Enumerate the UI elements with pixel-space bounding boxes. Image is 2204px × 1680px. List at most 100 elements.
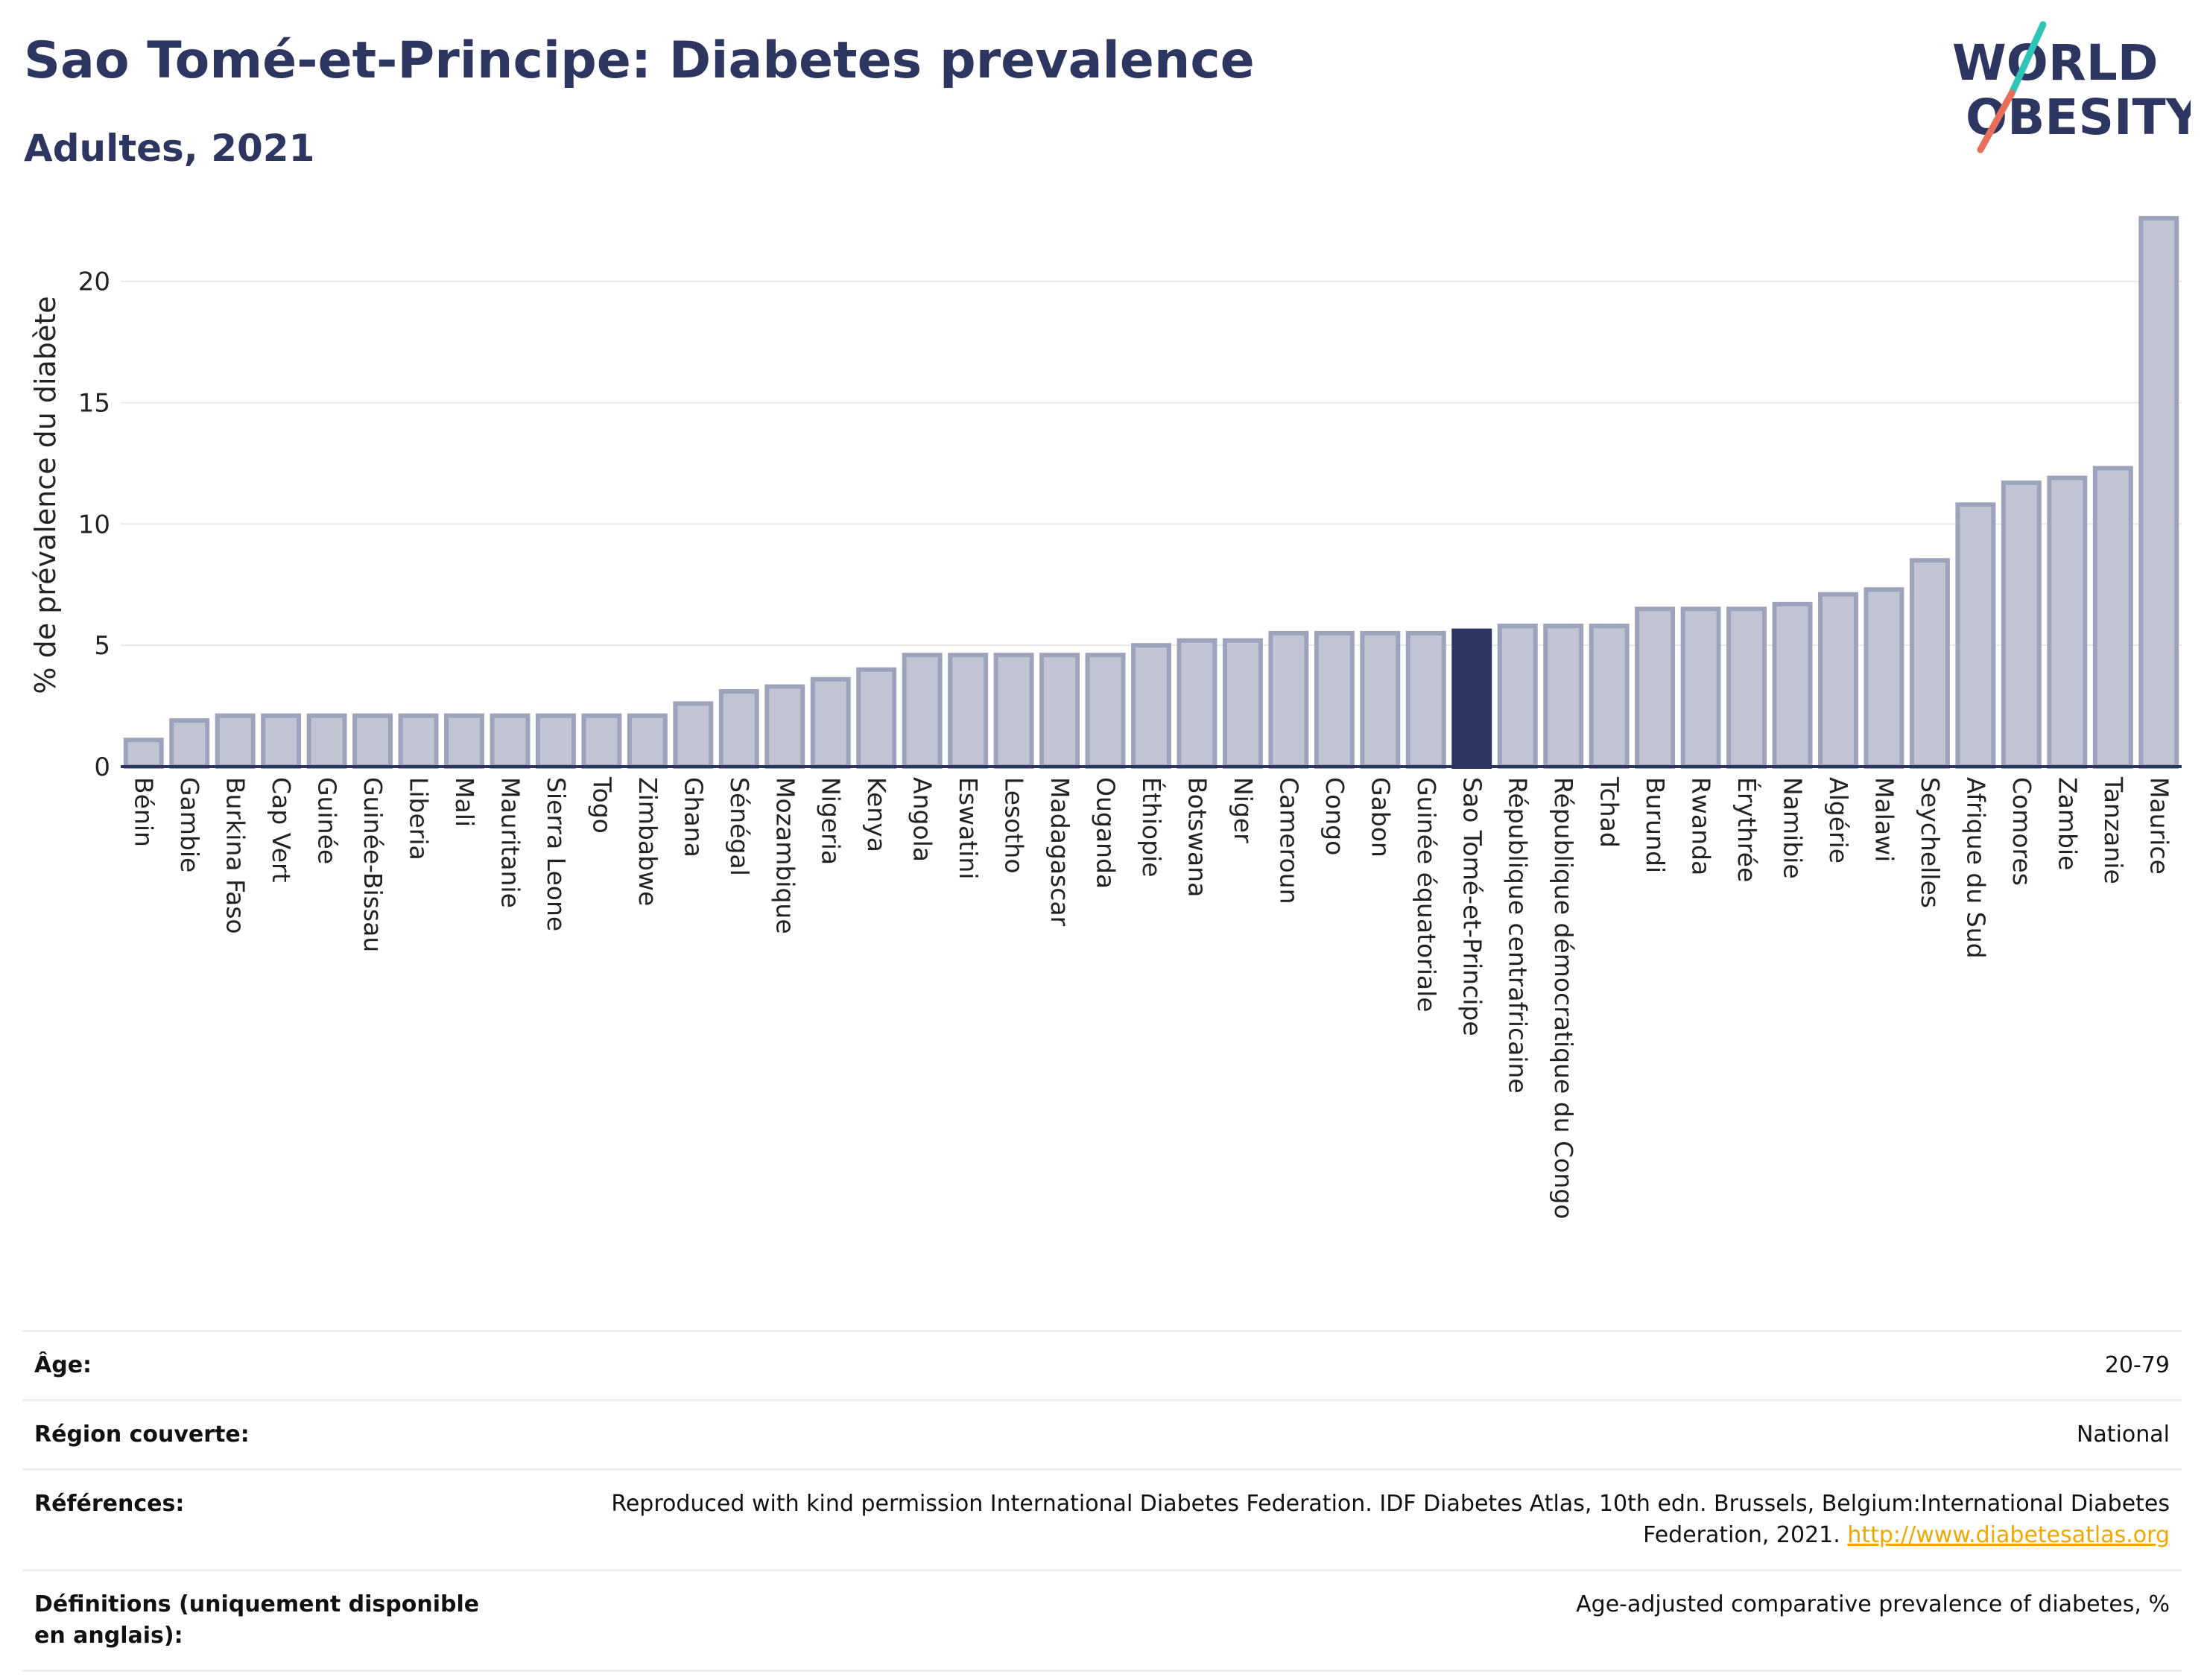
metadata-table: Âge: 20-79 Région couverte: National Réf… (22, 1330, 2182, 1672)
x-tick-label: République centrafricaine (1504, 777, 1533, 1094)
row-label-definitions: Définitions (uniquement disponible en an… (34, 1591, 480, 1649)
x-tick-label: Seychelles (1916, 777, 1945, 908)
x-tick-label: Niger (1229, 777, 1258, 843)
bar-ghana (673, 701, 714, 770)
x-tick-label: Zambie (2053, 777, 2082, 870)
bar-tanzanie (2092, 466, 2133, 769)
x-tick-label: Ghana (679, 777, 708, 858)
bar-togo (581, 713, 622, 769)
x-tick-label: Guinée-Bissau (358, 777, 387, 952)
bar-cap-vert (261, 713, 302, 769)
row-value-definitions: Age-adjusted comparative prevalence of d… (1576, 1591, 2170, 1617)
bar-sierra-leone (535, 713, 576, 769)
x-tick-label: Bénin (130, 777, 159, 847)
x-tick-label: Comores (2007, 777, 2036, 886)
bar-botswana (1177, 638, 1217, 770)
x-tick-label: Gabon (1366, 777, 1395, 858)
y-tick-label: 5 (94, 631, 110, 661)
bar-gambie (169, 718, 210, 770)
x-tick-label: Sierra Leone (542, 777, 571, 931)
bar-zambie (2047, 475, 2088, 770)
row-value-region: National (2076, 1421, 2170, 1448)
bar-seychelles (1909, 558, 1950, 770)
x-tick-label: Botswana (1182, 777, 1212, 897)
bar-mali (444, 713, 484, 769)
bar--thiopie (1131, 643, 1171, 769)
x-tick-label: Cap Vert (267, 777, 296, 883)
bar-burundi (1635, 606, 1676, 770)
x-tick-label: Mauritanie (495, 777, 525, 908)
bar-mauritanie (490, 713, 531, 769)
y-tick-label: 20 (78, 267, 110, 297)
bar-eswatini (948, 653, 989, 770)
x-tick-label: Ouganda (1092, 777, 1121, 889)
x-tick-label: Cameroun (1274, 777, 1303, 904)
x-tick-label: Érythrée (1732, 777, 1762, 882)
x-tick-label: Maurice (2144, 777, 2173, 875)
bar-guin-e-quatoriale (1405, 630, 1446, 769)
x-tick-label: Burkina Faso (221, 777, 250, 934)
x-tick-label: Guinée (313, 777, 342, 864)
bar-liberia (398, 713, 439, 769)
page-title: Sao Tomé-et-Principe: Diabetes prevalenc… (24, 31, 1255, 90)
bar-lesotho (993, 653, 1034, 770)
bar-rwanda (1680, 606, 1721, 770)
x-tick-label: Tanzanie (2099, 776, 2128, 884)
row-label-references: Références: (34, 1491, 185, 1517)
x-tick-label: Rwanda (1687, 777, 1716, 875)
bar-cameroun (1268, 630, 1309, 769)
x-tick-label: Éthiopie (1137, 777, 1167, 877)
logo-line-obesity: OBESITY (1966, 89, 2191, 146)
table-row: Région couverte: National (22, 1400, 2182, 1470)
bar-ouganda (1085, 653, 1126, 770)
bar-tchad (1589, 624, 1630, 770)
bar-namibie (1772, 601, 1813, 769)
bar-guin-e-bissau (352, 713, 393, 769)
bar--rythr-e (1726, 606, 1767, 770)
x-tick-label: Mali (450, 777, 479, 827)
logo-coral-stroke (1977, 89, 2015, 153)
bar-madagascar (1039, 653, 1080, 770)
x-tick-label: Angola (908, 777, 937, 862)
row-label-age: Âge: (34, 1352, 92, 1378)
row-value-references: Reproduced with kind permission Internat… (523, 1470, 2182, 1570)
y-tick-label: 15 (78, 389, 110, 419)
row-label-region: Région couverte: (34, 1421, 250, 1448)
x-tick-label: Lesotho (1000, 777, 1029, 874)
x-tick-label: Zimbabwe (633, 777, 662, 906)
x-tick-label: Kenya (862, 777, 891, 852)
bars (123, 216, 2179, 770)
bar-afrique-du-sud (1955, 502, 1996, 769)
x-tick-label: Burundi (1641, 777, 1670, 873)
logo-teal-stroke (2008, 21, 2047, 97)
y-axis-ticks: 0 5 10 15 20 (78, 267, 110, 782)
x-tick-label: Liberia (405, 777, 434, 860)
y-axis-title: % de prévalence du diabète (29, 296, 62, 694)
bar-s-n-gal (718, 689, 759, 770)
page-subtitle: Adultes, 2021 (24, 127, 315, 170)
x-tick-label: Madagascar (1045, 777, 1074, 927)
bar-r-publique-d-mocratique-du-congo (1543, 624, 1584, 770)
table-row: Définitions (uniquement disponible en an… (22, 1570, 2182, 1671)
bar-sao-tom-et-principe (1451, 628, 1492, 769)
table-row: Références: Reproduced with kind permiss… (22, 1469, 2182, 1570)
x-tick-label: Nigeria (817, 777, 846, 865)
x-tick-label: Guinée équatoriale (1412, 777, 1441, 1012)
bar-r-publique-centrafricaine (1497, 624, 1538, 770)
bar-kenya (856, 667, 897, 769)
x-tick-label: Togo (587, 776, 616, 834)
x-tick-label: Algérie (1824, 777, 1853, 863)
x-tick-label: Tchad (1595, 776, 1624, 848)
bar-alg-rie (1818, 592, 1858, 769)
bar-zimbabwe (627, 713, 668, 769)
bar-malawi (1863, 587, 1904, 770)
x-tick-label: Sao Tomé-et-Principe (1457, 777, 1486, 1036)
x-tick-label: Malawi (1869, 777, 1899, 862)
x-tick-label: Gambie (175, 777, 204, 872)
bar-nigeria (810, 676, 851, 769)
x-tick-label: Congo (1320, 777, 1349, 855)
references-link[interactable]: http://www.diabetesatlas.org (1847, 1522, 2170, 1548)
bar-gabon (1360, 630, 1401, 769)
x-tick-label: Namibie (1779, 777, 1808, 879)
bar-mozambique (764, 684, 805, 770)
